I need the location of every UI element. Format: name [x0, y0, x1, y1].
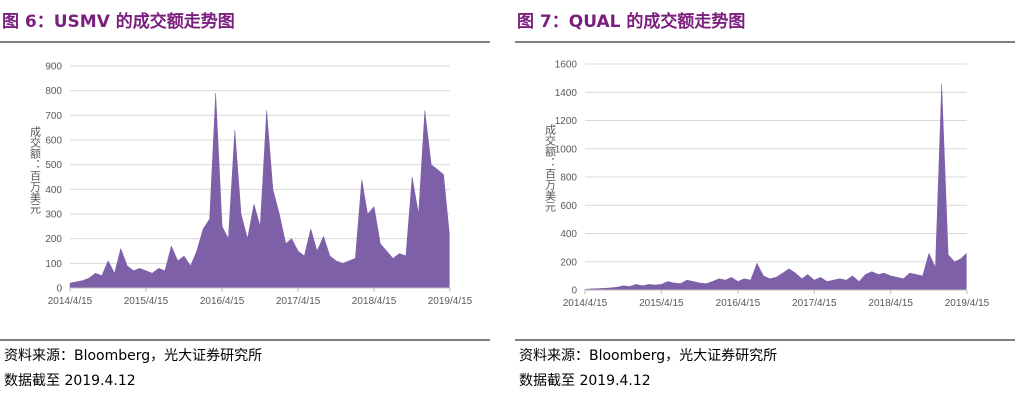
y-tick-label: 700 [45, 111, 62, 122]
y-tick-label: 1400 [555, 88, 578, 99]
y-tick-label: 600 [560, 201, 577, 212]
volume-area [584, 83, 967, 291]
y-tick-label: 200 [560, 257, 577, 268]
chart-title: 图 6：USMV 的成交额走势图 [2, 11, 235, 32]
y-tick-label: 200 [45, 234, 62, 245]
x-tick-label: 2015/4/15 [639, 298, 684, 309]
x-tick-label: 2018/4/15 [352, 296, 397, 307]
volume-area [69, 93, 450, 289]
date-note: 数据截至 2019.4.12 [4, 373, 136, 389]
y-tick-label: 400 [45, 185, 62, 196]
y-tick-label: 900 [45, 62, 62, 73]
y-tick-label: 300 [45, 210, 62, 221]
x-tick-label: 2014/4/15 [48, 296, 93, 307]
x-tick-label: 2017/4/15 [276, 296, 321, 307]
y-tick-label: 400 [560, 229, 577, 240]
y-tick-label: 800 [45, 86, 62, 97]
chart-title: 图 7：QUAL 的成交额走势图 [517, 11, 745, 32]
date-note: 数据截至 2019.4.12 [519, 373, 651, 389]
y-tick-label: 0 [56, 284, 62, 295]
source-note: 资料来源：Bloomberg，光大证券研究所 [4, 348, 262, 364]
y-tick-label: 0 [571, 286, 577, 297]
y-tick-label: 1000 [555, 144, 578, 155]
x-tick-label: 2014/4/15 [563, 298, 608, 309]
y-axis-label: 成交额：百万美元 [29, 126, 42, 214]
y-tick-label: 1200 [555, 116, 578, 127]
x-tick-label: 2019/4/15 [945, 298, 990, 309]
x-tick-label: 2017/4/15 [792, 298, 837, 309]
x-tick-label: 2016/4/15 [200, 296, 245, 307]
y-tick-label: 800 [560, 173, 577, 184]
y-tick-label: 600 [45, 136, 62, 147]
y-tick-label: 1600 [555, 60, 578, 71]
x-tick-label: 2019/4/15 [428, 296, 473, 307]
y-axis-label: 成交额：百万美元 [544, 124, 557, 212]
y-tick-label: 500 [45, 160, 62, 171]
x-tick-label: 2016/4/15 [716, 298, 761, 309]
x-tick-label: 2015/4/15 [124, 296, 169, 307]
y-tick-label: 100 [45, 259, 62, 270]
source-note: 资料来源：Bloomberg，光大证券研究所 [519, 348, 777, 364]
x-tick-label: 2018/4/15 [868, 298, 913, 309]
